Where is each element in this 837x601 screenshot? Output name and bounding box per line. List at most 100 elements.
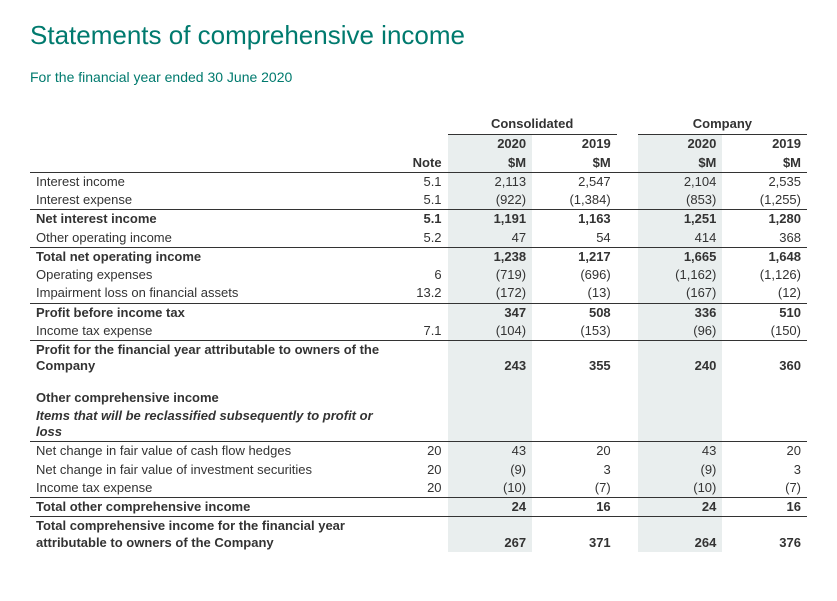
row-value: 2,547	[532, 172, 617, 191]
row-note	[389, 376, 447, 407]
row-note	[389, 498, 447, 517]
row-label: Total net operating income	[30, 247, 389, 266]
row-label: Income tax expense	[30, 479, 389, 498]
table-row: Items that will be reclassified subseque…	[30, 407, 807, 442]
row-value: 16	[532, 498, 617, 517]
row-value	[638, 376, 723, 407]
row-value: (853)	[638, 191, 723, 210]
table-row: Interest expense5.1(922)(1,384)(853)(1,2…	[30, 191, 807, 210]
row-label: Net interest income	[30, 210, 389, 229]
table-row: Income tax expense20(10)(7)(10)(7)	[30, 479, 807, 498]
table-row: Total net operating income1,2381,2171,66…	[30, 247, 807, 266]
row-value: 1,280	[722, 210, 807, 229]
row-value: (10)	[638, 479, 723, 498]
row-value: 43	[448, 442, 533, 461]
row-label: Total other comprehensive income	[30, 498, 389, 517]
row-value: 376	[722, 517, 807, 552]
row-value: (696)	[532, 266, 617, 284]
page-title: Statements of comprehensive income	[30, 20, 807, 51]
row-note	[389, 303, 447, 322]
col-group-consolidated: Consolidated	[448, 115, 617, 135]
col-year-2019-cons: 2019	[532, 135, 617, 154]
row-value: (9)	[638, 461, 723, 479]
row-value: 360	[722, 341, 807, 376]
row-value: 2,113	[448, 172, 533, 191]
row-value	[532, 376, 617, 407]
row-label: Other operating income	[30, 229, 389, 248]
page-subtitle: For the financial year ended 30 June 202…	[30, 69, 807, 85]
row-note	[389, 341, 447, 376]
table-row: Total comprehensive income for the finan…	[30, 517, 807, 552]
row-value: 20	[532, 442, 617, 461]
row-value: (104)	[448, 322, 533, 341]
col-year-2020-cons: 2020	[448, 135, 533, 154]
row-label: Operating expenses	[30, 266, 389, 284]
row-note: 5.1	[389, 210, 447, 229]
col-unit: $M	[448, 154, 533, 173]
row-value: (1,162)	[638, 266, 723, 284]
col-note: Note	[389, 154, 447, 173]
table-row: Other comprehensive income	[30, 376, 807, 407]
row-label: Items that will be reclassified subseque…	[30, 407, 389, 442]
row-note	[389, 247, 447, 266]
row-value: 3	[532, 461, 617, 479]
row-value: (1,255)	[722, 191, 807, 210]
row-value: 1,163	[532, 210, 617, 229]
row-note: 20	[389, 442, 447, 461]
row-value: (153)	[532, 322, 617, 341]
row-value	[448, 376, 533, 407]
col-year-2019-comp: 2019	[722, 135, 807, 154]
row-label: Other comprehensive income	[30, 376, 389, 407]
row-value: (1,384)	[532, 191, 617, 210]
row-note: 5.2	[389, 229, 447, 248]
table-row: Profit for the financial year attributab…	[30, 341, 807, 376]
row-note	[389, 407, 447, 442]
row-note: 13.2	[389, 284, 447, 303]
row-label: Impairment loss on financial assets	[30, 284, 389, 303]
col-group-company: Company	[638, 115, 807, 135]
row-label: Interest income	[30, 172, 389, 191]
table-row: Profit before income tax347508336510	[30, 303, 807, 322]
row-note: 7.1	[389, 322, 447, 341]
row-value: 508	[532, 303, 617, 322]
row-value: 1,251	[638, 210, 723, 229]
row-value: 267	[448, 517, 533, 552]
row-value: 16	[722, 498, 807, 517]
row-value: 347	[448, 303, 533, 322]
row-value: (1,126)	[722, 266, 807, 284]
row-value: (172)	[448, 284, 533, 303]
row-value: 510	[722, 303, 807, 322]
row-value: 2,104	[638, 172, 723, 191]
row-note: 5.1	[389, 172, 447, 191]
row-value: 3	[722, 461, 807, 479]
row-value: 2,535	[722, 172, 807, 191]
col-year-2020-comp: 2020	[638, 135, 723, 154]
table-row: Net change in fair value of investment s…	[30, 461, 807, 479]
row-label: Profit for the financial year attributab…	[30, 341, 389, 376]
row-value	[532, 407, 617, 442]
income-statement-table: Consolidated Company 2020 2019 2020 2019…	[30, 115, 807, 552]
row-value: 355	[532, 341, 617, 376]
table-row: Impairment loss on financial assets13.2(…	[30, 284, 807, 303]
row-value: 243	[448, 341, 533, 376]
row-value: (13)	[532, 284, 617, 303]
col-unit: $M	[532, 154, 617, 173]
row-label: Net change in fair value of investment s…	[30, 461, 389, 479]
table-row: Net change in fair value of cash flow he…	[30, 442, 807, 461]
row-value: (7)	[722, 479, 807, 498]
table-row: Total other comprehensive income24162416	[30, 498, 807, 517]
row-label: Interest expense	[30, 191, 389, 210]
row-value: 336	[638, 303, 723, 322]
row-value: 1,665	[638, 247, 723, 266]
row-value: (96)	[638, 322, 723, 341]
row-value: 1,217	[532, 247, 617, 266]
row-value: 47	[448, 229, 533, 248]
row-value: (10)	[448, 479, 533, 498]
row-value: (7)	[532, 479, 617, 498]
row-value: 54	[532, 229, 617, 248]
row-note: 20	[389, 479, 447, 498]
table-row: Operating expenses6(719)(696)(1,162)(1,1…	[30, 266, 807, 284]
row-value: 264	[638, 517, 723, 552]
row-value	[722, 407, 807, 442]
row-value: 1,191	[448, 210, 533, 229]
